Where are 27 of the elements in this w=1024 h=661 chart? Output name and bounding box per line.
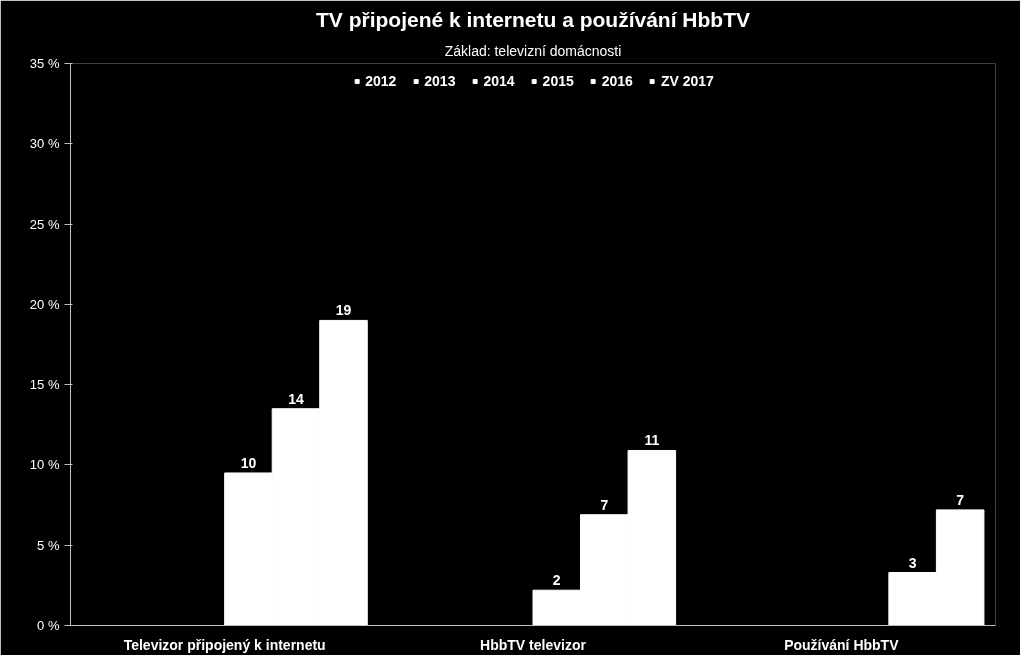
x-tick-label: HbbTV televizor: [480, 636, 587, 653]
data-label: 2: [552, 572, 561, 589]
legend-label: 2013: [424, 73, 456, 89]
legend-label: 2016: [601, 73, 633, 89]
y-tick-label: 20 %: [29, 296, 60, 312]
y-tick-label: 25 %: [29, 216, 60, 232]
y-tick-label: 0 %: [37, 618, 60, 633]
data-label: 14: [288, 390, 304, 407]
y-tick-label: 5 %: [37, 537, 60, 553]
x-tick-label: Televizor připojený k internetu: [123, 636, 326, 653]
data-label: 7: [600, 496, 609, 513]
legend-label: 2014: [483, 73, 515, 89]
data-label: 3: [908, 554, 917, 571]
legend-label: 2015: [542, 73, 574, 89]
y-tick-label: 30 %: [29, 136, 60, 152]
chart-title: TV připojené k internetu a používání HbbTV: [315, 7, 751, 31]
data-label: 19: [335, 302, 352, 319]
data-label: 7: [956, 491, 965, 508]
y-tick-label: 15 %: [29, 377, 60, 393]
data-label: 11: [644, 432, 660, 449]
legend-label: 2012: [365, 73, 397, 89]
y-tick-label: 10 %: [29, 457, 60, 473]
chart-subtitle: Základ: televizní domácnosti: [444, 42, 622, 59]
legend-label: ZV 2017: [660, 73, 714, 89]
x-tick-label: Používání HbbTV: [784, 636, 900, 653]
data-label: 10: [240, 454, 257, 471]
y-tick-label: 35 %: [29, 56, 60, 71]
